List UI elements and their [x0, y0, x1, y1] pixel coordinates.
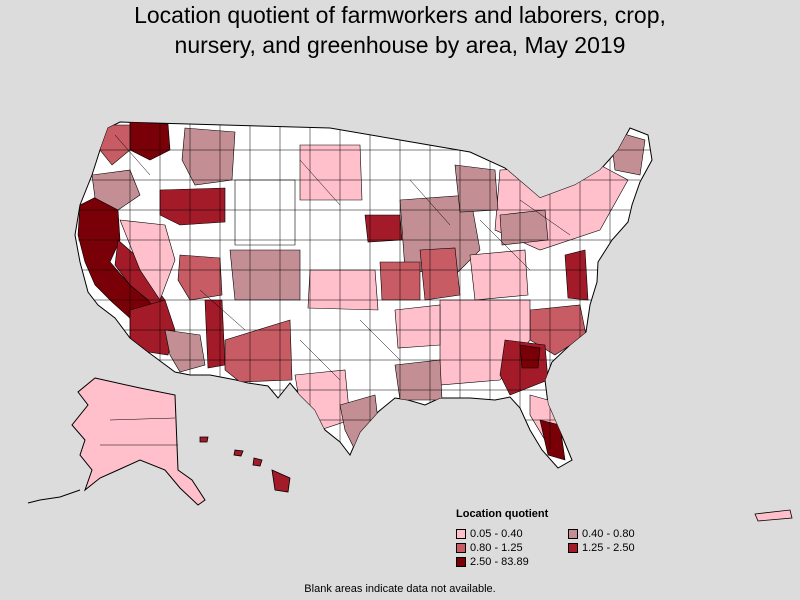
- legend-swatch: [456, 529, 466, 539]
- legend-label: 0.40 - 0.80: [582, 528, 635, 540]
- map-title-line1: Location quotient of farmworkers and lab…: [134, 2, 666, 28]
- area-montana-mid: [181, 127, 236, 186]
- legend-label: 1.25 - 2.50: [582, 542, 635, 554]
- map-title-line2: nursery, and greenhouse by area, May 201…: [174, 32, 626, 58]
- alaska-area: [71, 377, 206, 506]
- legend-grid: 0.05 - 0.40 0.40 - 0.80 0.80 - 1.25 1.25…: [456, 528, 696, 568]
- area-dakotas-low: [299, 144, 363, 201]
- legend-item: 0.05 - 0.40: [456, 528, 568, 540]
- alaska: [27, 377, 206, 506]
- puerto-rico-area: [754, 509, 793, 522]
- area-georgia-very-high: [519, 344, 541, 369]
- area-new-mexico-mid: [224, 319, 293, 383]
- legend-item: 0.80 - 1.25: [456, 542, 568, 554]
- legend-label: 0.80 - 1.25: [470, 542, 523, 554]
- hawaii-oahu: [233, 449, 244, 457]
- area-florida-high: [539, 419, 566, 461]
- hawaii-kauai: [199, 436, 209, 443]
- legend-item: 2.50 - 83.89: [456, 556, 568, 568]
- area-louisiana-mid: [394, 359, 443, 401]
- area-colorado-mid: [229, 249, 301, 301]
- area-michigan-mid: [454, 164, 499, 213]
- area-mid-atlantic-high: [564, 249, 589, 301]
- puerto-rico: [754, 509, 793, 522]
- area-utah-mid: [177, 254, 223, 301]
- legend-item: 0.40 - 0.80: [568, 528, 680, 540]
- area-idaho-high: [159, 187, 226, 226]
- area-arkansas-low: [394, 304, 441, 349]
- legend-swatch: [456, 543, 466, 553]
- hawaii: [199, 436, 291, 493]
- footnote: Blank areas indicate data not available.: [304, 583, 496, 595]
- area-ohio-valley-low: [469, 249, 529, 301]
- alaska-aleutians: [27, 489, 81, 504]
- legend-item: 1.25 - 2.50: [568, 542, 680, 554]
- area-new-mexico-high: [204, 299, 226, 369]
- legend-swatch: [568, 529, 578, 539]
- legend-swatch: [568, 543, 578, 553]
- legend-title: Location quotient: [456, 508, 549, 520]
- area-boundaries: [78, 122, 650, 450]
- area-wyoming-white: [234, 179, 296, 246]
- legend: Location quotient 0.05 - 0.40 0.40 - 0.8…: [456, 508, 696, 568]
- area-texas-low: [294, 369, 351, 431]
- area-kansas-low: [307, 269, 379, 311]
- hawaii-big-island: [271, 469, 291, 493]
- legend-label: 0.05 - 0.40: [470, 528, 523, 540]
- area-iowa-high: [364, 214, 403, 243]
- alaska-boundary: [100, 417, 178, 446]
- map-title: Location quotient of farmworkers and lab…: [0, 0, 800, 60]
- legend-swatch: [456, 557, 466, 567]
- area-arizona-mid: [164, 329, 206, 373]
- legend-label: 2.50 - 83.89: [470, 556, 529, 568]
- hawaii-maui: [252, 457, 263, 467]
- area-illinois-mid: [419, 247, 461, 301]
